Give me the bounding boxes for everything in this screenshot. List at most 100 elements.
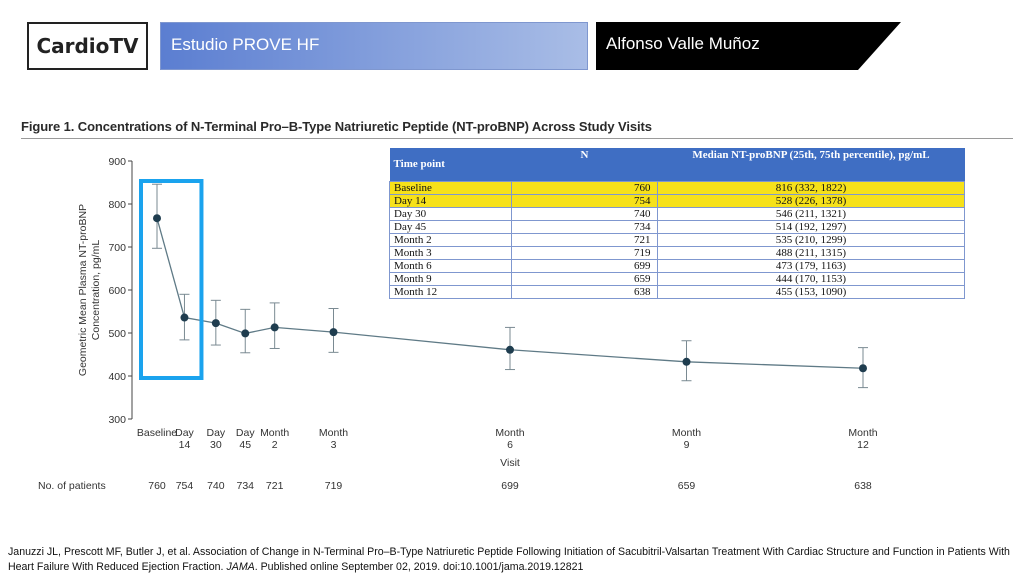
citation-text: Januzzi JL, Prescott MF, Butler J, et al… [8,546,1010,573]
table-header-row: Time point N Median NT-proBNP (25th, 75t… [389,148,965,182]
x-tick-label: Baseline [137,427,177,439]
patients-count: 638 [854,480,872,492]
figure-title: Figure 1. Concentrations of N-Terminal P… [21,119,652,134]
table-cell-n: 719 [511,246,658,260]
patients-count: 754 [176,480,194,492]
table-cell-n: 638 [511,285,658,299]
data-point [180,313,189,322]
y-axis-title-line: Geometric Mean Plasma NT-proBNP [77,204,89,376]
patients-count: 760 [148,480,166,492]
header-time-point: Time point [389,148,512,182]
x-tick-label: Month [848,427,877,439]
patients-count: 659 [678,480,696,492]
data-point [153,214,161,223]
table-cell-n: 760 [511,181,658,195]
x-tick-label-sub: 12 [857,439,869,451]
y-tick-label: 400 [108,371,126,383]
patients-count: 719 [325,480,343,492]
table-cell-time: Day 45 [389,220,512,234]
table-cell-time: Month 12 [389,285,512,299]
author-name: Alfonso Valle Muñoz [606,34,760,53]
table-row: Month 2 721 535 (210, 1299) [389,233,965,247]
patients-row-label: No. of patients [38,480,106,492]
patients-count: 699 [501,480,519,492]
x-tick-label-sub: 3 [331,439,337,451]
table-cell-median: 528 (226, 1378) [657,194,965,208]
y-tick-label: 300 [108,414,126,426]
x-tick-label: Month [260,427,289,439]
table-cell-time: Day 30 [389,207,512,221]
author-banner-shape [596,22,901,70]
table-cell-n: 659 [511,272,658,286]
highlight-box [139,179,204,380]
table-cell-median: 546 (211, 1321) [657,207,965,221]
table-row: Month 3 719 488 (211, 1315) [389,246,965,260]
y-axis-title-line: Concentration, pg/mL [90,240,102,341]
x-tick-label-sub: 2 [272,439,278,451]
data-point [682,357,691,366]
y-tick-label: 500 [108,328,126,340]
data-point [211,319,220,328]
data-point [859,364,867,373]
x-tick-label-sub: 14 [179,439,191,451]
table-cell-median: 444 (170, 1153) [657,272,965,286]
data-point [270,323,279,332]
table-cell-time: Month 2 [389,233,512,247]
y-tick-label: 800 [108,199,126,211]
patients-count: 721 [266,480,284,492]
author-banner: Alfonso Valle Muñoz [596,22,901,70]
y-tick-label: 700 [108,242,126,254]
table-row: Day 30 740 546 (211, 1321) [389,207,965,221]
table-row: Month 6 699 473 (179, 1163) [389,259,965,273]
data-point [241,329,250,338]
x-tick-label-sub: 6 [507,439,513,451]
table-cell-n: 721 [511,233,658,247]
x-tick-label: Day [206,427,225,439]
x-tick-label: Month [319,427,348,439]
x-tick-label-sub: 30 [210,439,222,451]
data-point [506,345,514,354]
table-row: Month 12 638 455 (153, 1090) [389,285,965,299]
cardiotv-logo: CardioTV [27,22,148,70]
table-row: Day 14 754 528 (226, 1378) [389,194,965,208]
table-cell-n: 754 [511,194,658,208]
x-tick-label: Day [236,427,255,439]
citation-tail: . Published online September 02, 2019. d… [254,561,584,573]
y-tick-label: 600 [108,285,126,297]
table-cell-n: 699 [511,259,658,273]
x-tick-label: Month [672,427,701,439]
y-tick-label: 900 [108,156,126,168]
x-axis-title: Visit [500,457,520,469]
patients-count: 734 [236,480,254,492]
table-cell-n: 740 [511,207,658,221]
patients-count: 740 [207,480,225,492]
table-cell-median: 816 (332, 1822) [657,181,965,195]
header-n: N [511,148,658,182]
table-cell-time: Day 14 [389,194,512,208]
x-tick-label-sub: 9 [684,439,690,451]
table-cell-time: Month 6 [389,259,512,273]
citation-journal: JAMA [226,561,255,573]
figure-title-rule [21,138,1013,139]
slide-title: Estudio PROVE HF [171,35,320,54]
x-tick-label: Day [175,427,194,439]
median-ntprobnp-table: Time point N Median NT-proBNP (25th, 75t… [389,148,965,299]
data-point [329,328,338,337]
table-cell-time: Month 9 [389,272,512,286]
title-banner: Estudio PROVE HF [160,22,588,70]
table-row: Month 9 659 444 (170, 1153) [389,272,965,286]
table-cell-median: 473 (179, 1163) [657,259,965,273]
table-cell-median: 455 (153, 1090) [657,285,965,299]
x-tick-label: Month [495,427,524,439]
y-axis-title: Geometric Mean Plasma NT-proBNPConcentra… [77,204,102,376]
table-cell-time: Baseline [389,181,512,195]
header-median: Median NT-proBNP (25th, 75th percentile)… [657,148,965,182]
table-cell-time: Month 3 [389,246,512,260]
table-cell-median: 535 (210, 1299) [657,233,965,247]
citation: Januzzi JL, Prescott MF, Butler J, et al… [8,545,1018,575]
table-row: Baseline 760 816 (332, 1822) [389,181,965,195]
table-cell-n: 734 [511,220,658,234]
table-cell-median: 514 (192, 1297) [657,220,965,234]
table-row: Day 45 734 514 (192, 1297) [389,220,965,234]
